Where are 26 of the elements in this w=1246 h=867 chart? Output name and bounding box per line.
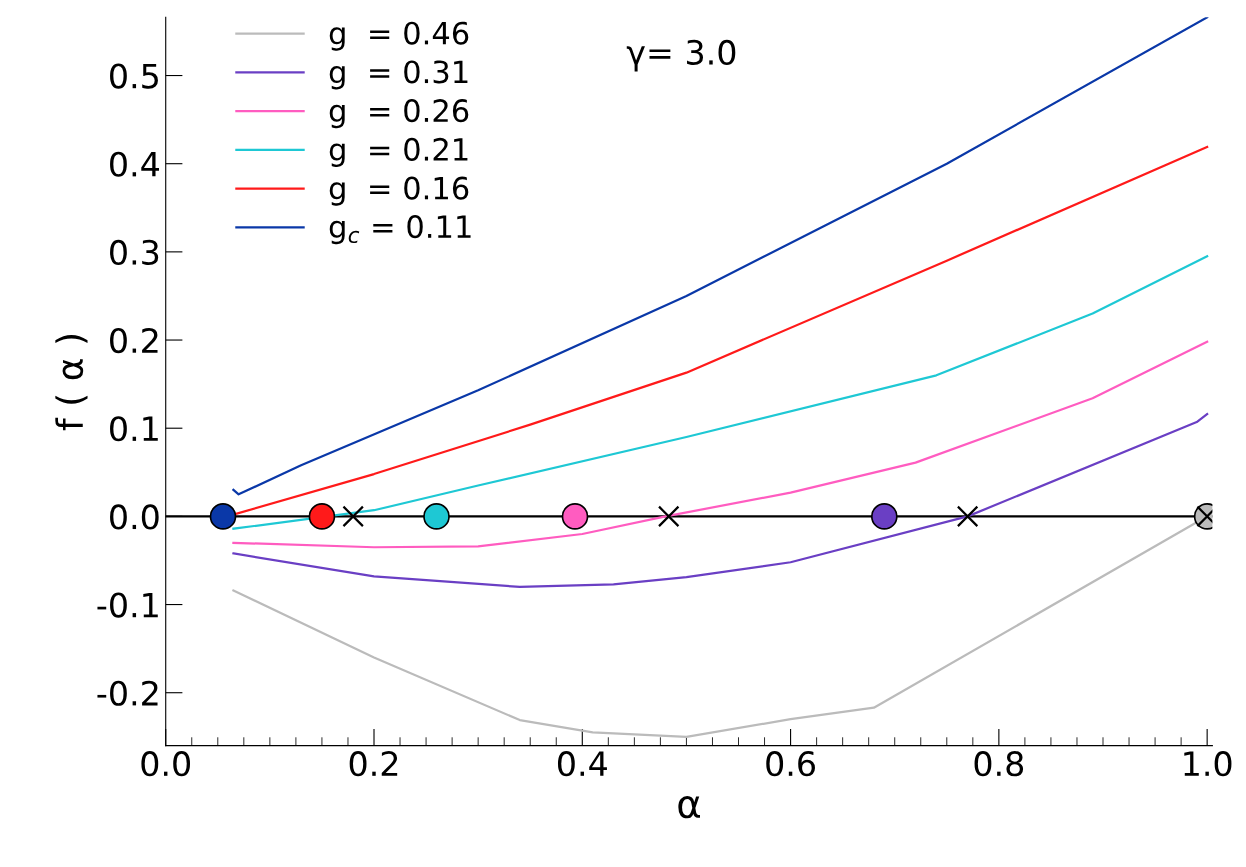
line-series: [232, 340, 1209, 549]
legend-label: g$_{c}$ = 0.11: [329, 215, 471, 245]
legend-label: g = 0.26: [329, 99, 469, 129]
line-series: [232, 17, 1209, 496]
legend-label: g = 0.21: [329, 137, 468, 167]
annotation: γ= 3.0: [626, 39, 736, 72]
x-tick-label: 0.6: [766, 751, 815, 777]
x-tick-label: 0.2: [349, 751, 398, 777]
x-tick-label: 1.0: [1184, 751, 1232, 777]
legend-label: g = 0.16: [329, 176, 469, 206]
legend-label: g = 0.31: [329, 60, 468, 90]
y-tick-label: 0.4: [110, 151, 159, 177]
x-tick-label: 0.8: [974, 751, 1024, 777]
y-tick-label: -0.1: [97, 592, 158, 618]
y-tick-label: 0.0: [110, 504, 159, 530]
y-tick-label: -0.2: [97, 680, 158, 706]
y-tick-label: 0.3: [110, 239, 159, 266]
y-tick-label: 0.5: [110, 63, 158, 89]
line-series: [232, 412, 1209, 589]
x-axis-title: α: [678, 796, 700, 819]
y-axis-title: f ( α ): [55, 335, 88, 431]
y-tick-label: 0.2: [110, 327, 158, 354]
x-tick-label: 0.4: [557, 751, 607, 777]
y-tick-label: 0.1: [110, 416, 158, 442]
x-tick-label: 0.0: [141, 751, 191, 777]
legend-label: g = 0.46: [329, 21, 469, 51]
